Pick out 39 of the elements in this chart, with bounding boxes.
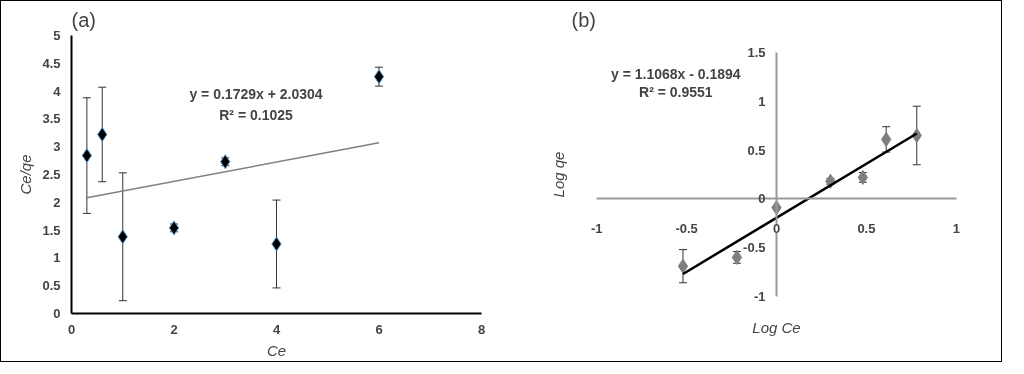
x-tick-label: 8 bbox=[477, 321, 486, 337]
y-tick-label: 1.5 bbox=[747, 45, 766, 61]
y-tick-label: 3 bbox=[53, 139, 61, 155]
x-tick-label: -1 bbox=[590, 220, 603, 236]
x-tick-label: 2 bbox=[170, 321, 178, 337]
annotation: y = 0.1729x + 2.0304 bbox=[189, 86, 323, 103]
y-tick-label: -0.5 bbox=[743, 240, 766, 256]
x-tick-label: 0 bbox=[772, 220, 781, 236]
y-tick-label: 1 bbox=[758, 93, 766, 109]
y-tick-label: 2 bbox=[53, 194, 61, 210]
y-tick-label: 5 bbox=[53, 28, 61, 43]
y-tick-label: 1 bbox=[53, 250, 61, 266]
annotation: R² = 0.9551 bbox=[639, 84, 713, 101]
y-tick-label: 0 bbox=[758, 191, 766, 207]
y-tick-label: 0 bbox=[53, 306, 61, 321]
y-tick-label: 1.5 bbox=[42, 222, 61, 238]
x-tick-label: 6 bbox=[375, 321, 383, 337]
y-tick-label: 3.5 bbox=[42, 111, 61, 127]
annotation: R² = 0.1025 bbox=[219, 107, 293, 124]
y-tick-label: 2.5 bbox=[42, 167, 61, 182]
y-tick-label: 0.5 bbox=[42, 278, 61, 294]
x-axis-title: Ce bbox=[266, 341, 287, 359]
point bbox=[81, 148, 93, 164]
x-tick-label: -0.5 bbox=[675, 220, 698, 236]
x-tick-label: 4 bbox=[272, 321, 281, 337]
y-axis-title: Ce/qe bbox=[17, 154, 35, 195]
y-tick-label: 4.5 bbox=[42, 55, 61, 71]
annotation: y = 1.1068x - 0.1894 bbox=[610, 65, 741, 82]
x-tick-label: 0.5 bbox=[857, 220, 876, 236]
y-tick-label: -1 bbox=[753, 288, 766, 304]
chart-title: (b) bbox=[571, 8, 596, 31]
y-axis-title: Log qe bbox=[549, 151, 567, 198]
point bbox=[677, 258, 689, 274]
y-tick-label: 4 bbox=[53, 83, 62, 99]
x-tick-label: 1 bbox=[952, 220, 960, 236]
y-tick-label: 0.5 bbox=[747, 142, 766, 158]
x-tick-label: 0 bbox=[67, 321, 76, 337]
x-axis-title: Log Ce bbox=[752, 318, 801, 336]
chart-title: (a) bbox=[71, 8, 96, 31]
